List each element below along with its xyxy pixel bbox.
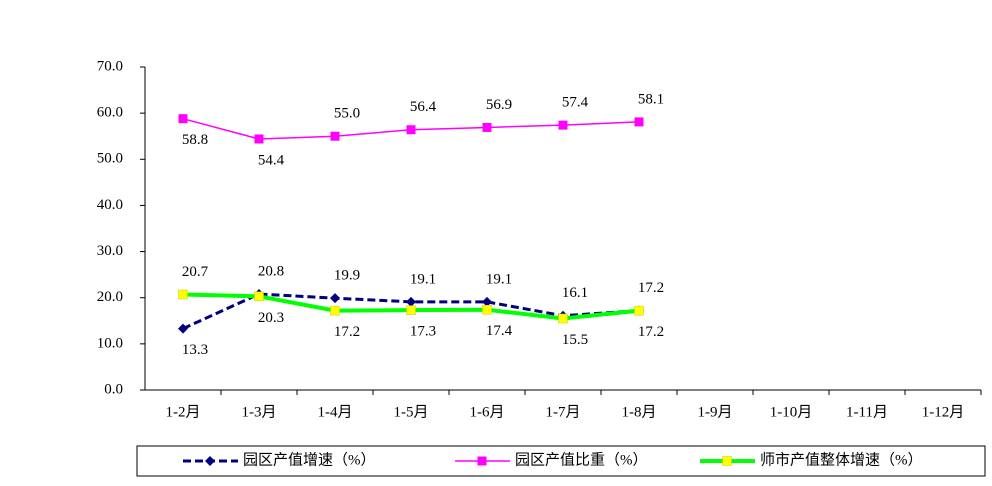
series-marker [558,120,568,130]
legend-label: 园区产值增速（%） [243,451,376,468]
series-marker [254,134,264,144]
legend-label: 师市产值整体增速（%） [760,451,923,468]
series-marker [558,313,568,324]
x-tick-label: 1-4月 [318,404,353,420]
legend-marker [722,456,732,466]
series-marker [178,323,188,334]
data-label: 20.8 [258,263,284,279]
y-tick-label: 50.0 [97,151,123,167]
x-tick-label: 1-6月 [470,404,505,420]
data-label: 13.3 [182,342,208,358]
data-label: 56.9 [486,97,512,113]
y-tick-label: 0.0 [104,381,123,397]
series-marker [634,117,644,127]
x-tick-label: 1-7月 [546,404,581,420]
x-tick-label: 1-2月 [166,404,201,420]
series-marker [254,291,264,302]
data-label: 58.8 [182,132,208,148]
data-label: 17.2 [334,324,360,340]
data-label: 17.4 [486,323,513,339]
series-marker [330,131,340,141]
x-tick-label: 1-8月 [622,404,657,420]
y-tick-label: 20.0 [97,289,123,305]
series-marker [406,305,416,315]
series-marker [178,114,188,124]
x-tick-label: 1-3月 [242,404,277,420]
series-marker [330,305,340,316]
data-label: 19.1 [410,271,436,287]
x-tick-label: 1-11月 [846,404,888,420]
data-label: 19.9 [334,268,360,284]
y-tick-label: 30.0 [97,243,123,259]
y-tick-label: 70.0 [97,58,123,74]
series-marker [482,304,492,315]
series-marker [406,125,416,135]
series-marker [330,293,340,304]
x-tick-label: 1-10月 [770,404,813,420]
data-label: 16.1 [562,285,588,301]
legend-box [136,445,986,477]
series-marker [634,305,644,316]
data-label: 58.1 [638,91,664,107]
y-tick-label: 10.0 [97,335,123,351]
data-label: 17.3 [410,324,436,340]
y-tick-label: 40.0 [97,197,123,213]
series-marker [482,122,492,132]
data-label: 19.1 [486,271,512,287]
x-tick-label: 1-12月 [922,404,965,420]
y-tick-label: 60.0 [97,105,123,121]
legend-label: 园区产值比重（%） [515,451,648,468]
data-label: 56.4 [410,99,437,115]
x-tick-label: 1-9月 [698,404,733,420]
data-label: 57.4 [562,95,589,111]
series-marker [178,289,188,300]
legend-marker [205,456,215,466]
data-label: 20.7 [182,264,209,280]
data-label: 20.3 [258,310,284,326]
x-tick-label: 1-5月 [394,404,429,420]
legend-marker [477,456,487,466]
data-label: 17.2 [638,324,664,340]
data-label: 17.2 [638,280,664,296]
data-label: 15.5 [562,332,588,348]
series-marker [482,296,492,307]
data-label: 54.4 [258,152,285,168]
data-label: 55.0 [334,106,360,122]
series-marker [406,296,416,307]
